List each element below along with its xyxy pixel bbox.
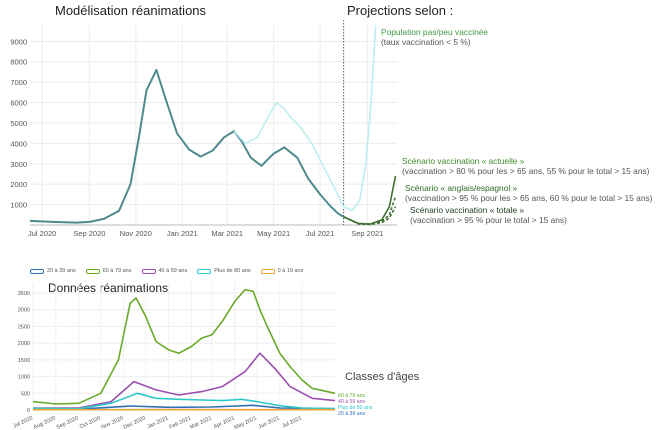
bottom-x-tick-label: Feb 2021 — [169, 415, 193, 430]
annotation-uk-spain: Scénario « anglais/espagnol » (vaccinati… — [405, 183, 652, 203]
top-y-tick-label: 7000 — [10, 78, 27, 87]
top-x-tick-label: Nov 2020 — [120, 229, 152, 238]
top-x-tick-label: May 2021 — [257, 229, 290, 238]
legend-swatch — [260, 268, 275, 274]
legend-swatch — [30, 268, 44, 274]
bottom-y-tick-label: 2500 — [18, 324, 30, 330]
top-chart-title: Modélisation réanimations — [55, 3, 207, 18]
top-y-tick-label: 8000 — [10, 58, 27, 67]
annotation-uk-spain-head: Scénario « anglais/espagnol » — [405, 183, 518, 193]
top-y-tick-label: 1000 — [10, 201, 27, 210]
legend-label: Plus de 80 ans — [214, 268, 251, 274]
annotation-unvaccinated-sub: (taux vaccination < 5 %) — [381, 37, 471, 47]
legend-swatch — [197, 268, 212, 274]
bottom-x-tick-label: May 2021 — [233, 415, 257, 430]
top-y-tick-label: 6000 — [10, 99, 27, 108]
projection-title: Projections selon : — [347, 3, 454, 18]
annotation-total-sub: (vaccination > 95 % pour le total > 15 a… — [410, 215, 567, 225]
bottom-x-tick-label: Nov 2020 — [101, 415, 125, 430]
legend-item[interactable]: 0 à 19 ans — [260, 268, 304, 274]
bottom-end-label: 40 à 59 ans — [338, 399, 366, 405]
top-x-tick-label: Sep 2021 — [351, 229, 383, 238]
legend-label: 0 à 19 ans — [277, 268, 304, 274]
legend-item[interactable]: 60 à 79 ans — [85, 268, 132, 274]
bottom-y-tick-label: 500 — [21, 391, 30, 397]
top-x-tick-label: Jul 2020 — [28, 229, 56, 238]
top-x-tick-label: Mar 2021 — [211, 229, 243, 238]
bottom-end-label: 60 à 79 ans — [338, 393, 366, 399]
bottom-y-tick-label: 2000 — [18, 341, 30, 347]
bottom-series-line — [33, 352, 336, 409]
top-x-tick-label: Jan 2021 — [167, 229, 198, 238]
bottom-legend: 20 à 39 ans 60 à 79 ans 40 à 59 ans Plus… — [30, 266, 313, 276]
top-y-tick-label: 4000 — [10, 139, 27, 148]
bottom-x-tick-label: Mar 2021 — [189, 415, 213, 430]
annotation-unvaccinated-head: Population pas/peu vaccinée — [381, 27, 489, 37]
annotation-uk-spain-sub: (vaccination > 95 % pour les > 65 ans, 6… — [405, 193, 653, 203]
annotation-current: Scénario vaccination « actuelle » (vacci… — [402, 156, 649, 176]
bottom-x-tick-label: Oct 2020 — [79, 415, 102, 430]
bottom-x-tick-label: Jan 2021 — [146, 415, 169, 430]
bottom-x-tick-label: Dec 2020 — [123, 415, 147, 430]
annotation-unvaccinated: Population pas/peu vaccinée (taux vaccin… — [381, 27, 488, 47]
bottom-y-tick-label: 3500 — [18, 291, 30, 297]
top-series-line — [29, 68, 345, 224]
top-series-line — [233, 24, 377, 212]
top-series-line — [343, 206, 397, 226]
top-y-tick-label: 9000 — [10, 37, 27, 46]
top-y-tick-label: 5000 — [10, 119, 27, 128]
legend-label: 40 à 59 ans — [158, 268, 188, 274]
legend-item[interactable]: Plus de 80 ans — [197, 268, 251, 274]
annotation-current-head: Scénario vaccination « actuelle » — [402, 156, 525, 166]
bottom-series-line — [32, 392, 336, 410]
bottom-x-tick-label: Jul 2021 — [281, 415, 302, 429]
bottom-x-tick-label: Aug 2020 — [33, 415, 57, 430]
legend-item[interactable]: 20 à 39 ans — [30, 268, 76, 274]
bottom-series-line — [32, 288, 336, 405]
bottom-end-label: Plus de 80 ans — [338, 405, 373, 411]
bottom-series-line — [32, 404, 336, 411]
top-y-tick-label: 2000 — [10, 180, 27, 189]
bottom-y-tick-label: 3000 — [18, 308, 30, 314]
bottom-chart: 0 500 1000 1500 2000 2500 3000 3500 Jul 2020Aug … — [12, 283, 373, 430]
legend-swatch — [141, 268, 156, 274]
annotation-total-head: Scénario vaccination « totale » — [410, 205, 525, 215]
bottom-x-tick-label: Sep 2020 — [56, 415, 80, 430]
bottom-x-tick-label: Apr 2021 — [213, 415, 236, 430]
bottom-y-tick-label: 1500 — [18, 358, 30, 364]
bottom-x-tick-label: Jun 2021 — [258, 415, 281, 430]
annotation-current-sub: (vaccination > 80 % pour les > 65 ans, 5… — [402, 166, 650, 176]
top-chart: 1000 2000 3000 4000 5000 6000 7000 8000 9000 Jul … — [10, 20, 397, 238]
bottom-x-tick-label: Jul 2020 — [12, 415, 33, 429]
bottom-y-tick-label: 0 — [27, 408, 30, 414]
annotation-total: Scénario vaccination « totale » (vaccina… — [410, 205, 567, 225]
age-classes-label: Classes d'âges — [345, 371, 420, 383]
bottom-end-label: 20 à 39 ans — [338, 411, 366, 417]
legend-label: 60 à 79 ans — [102, 268, 132, 274]
legend-item[interactable]: 40 à 59 ans — [141, 268, 188, 274]
top-y-tick-label: 3000 — [10, 160, 27, 169]
legend-label: 20 à 39 ans — [47, 268, 76, 274]
top-x-tick-label: Sep 2020 — [73, 229, 105, 238]
legend-swatch — [85, 268, 100, 274]
bottom-chart-title: Données réanimations — [48, 281, 169, 295]
top-x-tick-label: Jul 2021 — [306, 229, 334, 238]
top-series-line — [343, 175, 397, 225]
bottom-y-tick-label: 1000 — [18, 375, 30, 381]
